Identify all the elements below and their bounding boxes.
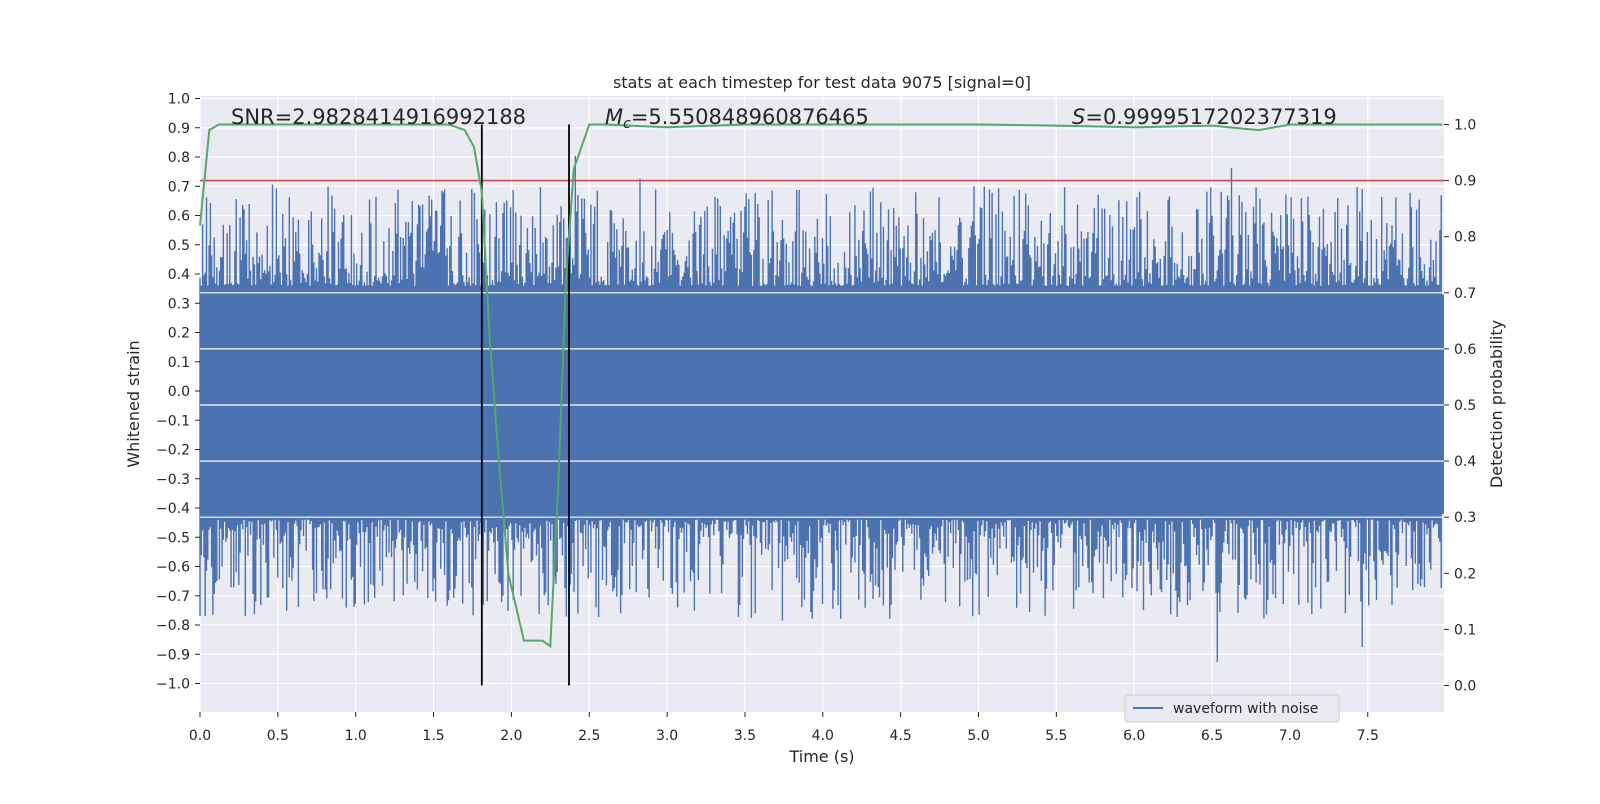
y-right-tick-label: 0.8 [1454, 230, 1476, 246]
y-left-tick-label: 0.9 [168, 121, 190, 137]
y-left-tick-label: 0.4 [168, 267, 190, 283]
y-right-axis-label: Detection probability [1487, 320, 1506, 488]
y-left-tick-label: −0.4 [156, 501, 190, 517]
x-tick-label: 0.5 [267, 728, 289, 744]
x-axis-ticks: 0.0 0.5 1.0 1.5 2.0 2.5 3.0 3.5 4.0 4.5 5.0 5.5 6.0 6… [189, 712, 1379, 744]
x-tick-label: 0.0 [189, 728, 211, 744]
s-symbol: S [1072, 105, 1085, 129]
x-axis-label: Time (s) [788, 747, 854, 766]
probability-series [199, 123, 1443, 649]
chirp-mass-value: =5.550848960876465 [631, 105, 869, 129]
waveform-spikes [199, 155, 1442, 663]
x-tick-label: 4.5 [890, 728, 912, 744]
y-left-tick-label: 0.3 [168, 296, 190, 312]
y-right-tick-label: 1.0 [1454, 118, 1476, 134]
y-left-axis-ticks: 1.0 0.9 0.8 0.7 0.6 0.5 0.4 0.3 0.2 0.1 0.0 −0.1 −0.… [156, 92, 200, 693]
s-value: =0.9999517202377319 [1085, 105, 1336, 129]
y-right-tick-label: 0.4 [1454, 454, 1476, 470]
y-left-tick-label: −1.0 [156, 677, 190, 693]
waveform-series [199, 155, 1444, 663]
y-left-tick-label: −0.2 [156, 443, 190, 459]
y-left-tick-label: 0.0 [168, 384, 190, 400]
chirp-mass-symbol: M [605, 105, 623, 129]
x-tick-label: 5.0 [967, 728, 989, 744]
x-tick-label: 1.0 [345, 728, 367, 744]
x-tick-label: 6.0 [1123, 728, 1145, 744]
y-left-tick-label: 0.2 [168, 326, 190, 342]
chirp-mass-subscript: c [623, 116, 631, 132]
y-right-tick-label: 0.3 [1454, 510, 1476, 526]
y-right-tick-label: 0.7 [1454, 286, 1476, 302]
probability-line [199, 123, 1443, 649]
y-left-tick-label: −0.8 [156, 618, 190, 634]
y-left-tick-label: 0.1 [168, 355, 190, 371]
y-right-tick-label: 0.6 [1454, 342, 1476, 358]
y-left-tick-label: −0.1 [156, 413, 190, 429]
x-tick-label: 3.0 [656, 728, 678, 744]
x-tick-label: 7.0 [1279, 728, 1301, 744]
x-tick-label: 4.0 [812, 728, 834, 744]
y-left-tick-label: −0.7 [156, 589, 190, 605]
x-tick-label: 2.0 [500, 728, 522, 744]
chirp-mass-annotation: Mc=5.550848960876465 [605, 105, 869, 132]
y-left-tick-label: −0.9 [156, 647, 190, 663]
x-tick-label: 5.5 [1045, 728, 1067, 744]
y-left-tick-label: 0.6 [168, 209, 190, 225]
y-left-tick-label: −0.3 [156, 472, 190, 488]
y-left-axis-label: Whitened strain [124, 340, 143, 467]
legend-box [1124, 694, 1340, 723]
chart-title: stats at each timestep for test data 907… [613, 73, 1031, 92]
y-left-tick-label: 0.7 [168, 179, 190, 195]
x-tick-label: 7.5 [1357, 728, 1379, 744]
x-tick-label: 2.5 [578, 728, 600, 744]
x-tick-label: 3.5 [734, 728, 756, 744]
snr-annotation: SNR=2.9828414916992188 [231, 105, 526, 129]
y-left-tick-label: −0.5 [156, 530, 190, 546]
y-right-axis-ticks: 1.0 0.9 0.8 0.7 0.6 0.5 0.4 0.3 0.2 0.1 0.0 [1444, 118, 1476, 695]
y-right-tick-label: 0.0 [1454, 679, 1476, 695]
s-annotation: S=0.9999517202377319 [1072, 105, 1337, 129]
y-left-tick-label: 0.5 [168, 238, 190, 254]
y-left-tick-label: 1.0 [168, 92, 190, 108]
y-right-tick-label: 0.2 [1454, 566, 1476, 582]
legend-label: waveform with noise [1173, 701, 1318, 717]
y-right-tick-label: 0.1 [1454, 622, 1476, 638]
y-left-tick-label: −0.6 [156, 560, 190, 576]
y-left-tick-label: 0.8 [168, 150, 190, 166]
x-tick-label: 1.5 [422, 728, 444, 744]
y-right-tick-label: 0.9 [1454, 174, 1476, 190]
event-window-lines [480, 124, 570, 686]
legend: waveform with noise [1124, 694, 1340, 723]
y-right-tick-label: 0.5 [1454, 398, 1476, 414]
grid-overlay [200, 292, 1444, 518]
x-tick-label: 6.5 [1201, 728, 1223, 744]
